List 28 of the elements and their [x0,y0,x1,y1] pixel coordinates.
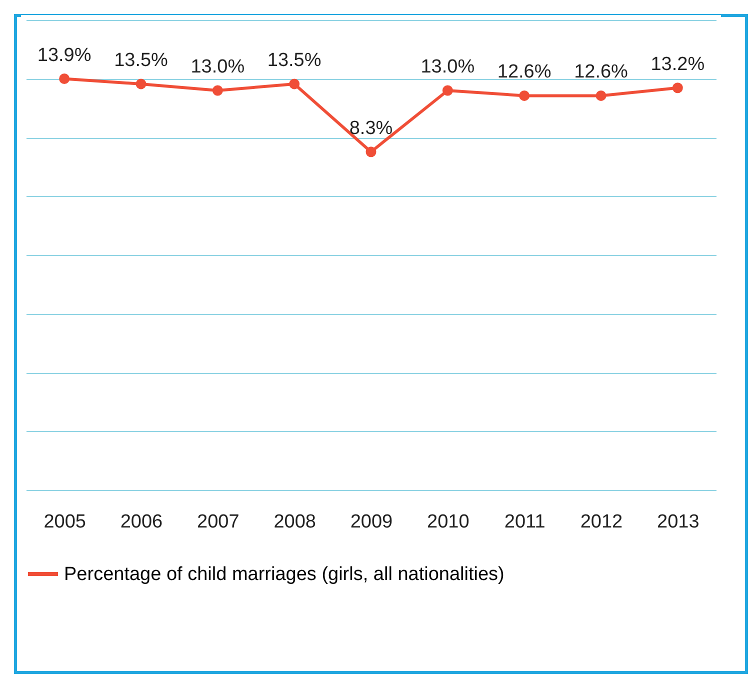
point [59,74,70,84]
point [442,85,453,96]
data-label: 12.6% [497,62,552,83]
data-label: 12.6% [574,62,628,83]
data-label: 13.9% [37,44,92,66]
x-tick-label: 2009 [350,512,393,532]
point [366,146,376,158]
data-label: 13.0% [420,56,475,78]
data-label: 13.2% [650,54,705,75]
point [136,78,146,90]
x-tick-label: 2008 [274,512,316,532]
data-label: 8.3% [349,118,393,139]
point [672,82,683,94]
x-tick-label: 2006 [120,512,163,532]
point [519,90,530,101]
x-tick-label: 2010 [427,512,470,532]
data-label: 13.5% [114,50,168,71]
x-tick-label: 2013 [657,512,700,532]
data-label: 13.0% [190,56,245,78]
point [289,78,300,90]
x-tick-label: 2011 [504,512,546,532]
data-label: 13.5% [267,50,322,71]
point [212,85,223,96]
x-tick-label: 2007 [197,512,240,532]
legend-label: Percentage of child marriages (girls, all nationalities) [64,564,504,585]
point [596,90,606,101]
x-tick-label: 2005 [44,512,86,532]
x-tick-label: 2012 [580,512,623,532]
